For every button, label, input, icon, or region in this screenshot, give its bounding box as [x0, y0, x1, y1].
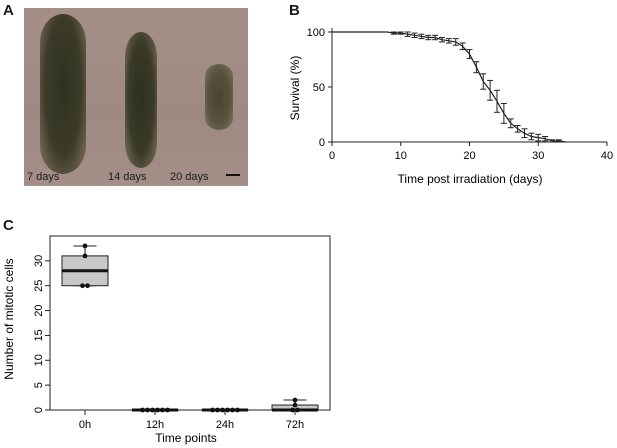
mitosis-data-point	[140, 407, 145, 413]
mitosis-y-tick-label: 30	[33, 255, 45, 267]
mitosis-y-axis-label: Number of mitotic cells	[2, 258, 16, 379]
mitosis-data-point	[80, 283, 85, 289]
mitosis-y-tick-label: 20	[33, 304, 45, 316]
worm-20-days	[205, 64, 233, 130]
mitosis-data-point	[292, 397, 298, 403]
mitosis-y-tick-label: 0	[33, 407, 45, 413]
mitosis-x-tick-label: 72h	[286, 419, 304, 431]
worm-7-days	[40, 14, 86, 174]
mitosis-y-tick-label: 10	[33, 354, 45, 366]
mitosis-data-point	[165, 407, 170, 413]
panel-letter-a: A	[3, 2, 14, 19]
mitosis-y-tick-label: 25	[33, 280, 45, 292]
panel-letter-b: B	[289, 2, 300, 19]
mitosis-data-point	[215, 407, 220, 413]
mitosis-x-axis-label: Time points	[155, 431, 217, 445]
mitosis-data-point	[225, 407, 230, 413]
mitosis-data-point	[150, 407, 155, 413]
survival-x-tick-label: 40	[601, 150, 613, 162]
mitosis-data-point	[82, 243, 88, 249]
mitosis-data-point	[85, 283, 90, 289]
panel-letter-c: C	[3, 217, 14, 234]
mitosis-y-tick-label: 5	[33, 382, 45, 388]
label-7-days: 7 days	[27, 171, 60, 183]
scale-bar	[226, 174, 240, 176]
survival-x-tick-label: 10	[395, 150, 407, 162]
mitotic-cells-chart: Number of mitotic cells Time points 0 5 10…	[2, 235, 331, 445]
survival-x-tick-label: 20	[463, 150, 475, 162]
survival-y-tick-label: 50	[313, 82, 325, 94]
mitosis-data-point	[210, 407, 215, 413]
mitosis-data-point	[290, 407, 295, 413]
mitosis-x-tick-label: 12h	[146, 419, 164, 431]
mitosis-data-point	[292, 402, 298, 408]
mitosis-data-point	[145, 407, 150, 413]
survival-y-axis-label: Survival (%)	[288, 56, 302, 121]
mitosis-data-point	[155, 407, 160, 413]
survival-chart: Survival (%) Time post irradiation (days…	[288, 27, 613, 186]
mitosis-y-tick-label: 15	[33, 329, 45, 341]
mitosis-data-point	[295, 407, 300, 413]
survival-x-axis-label: Time post irradiation (days)	[398, 172, 543, 186]
mitosis-data-point	[235, 407, 240, 413]
mitosis-data-point	[220, 407, 225, 413]
survival-y-tick-label: 100	[307, 27, 325, 39]
mitosis-x-tick-label: 0h	[79, 419, 91, 431]
survival-y-tick-label: 0	[319, 137, 325, 149]
mitosis-data-point	[82, 253, 88, 259]
survival-line	[332, 31, 566, 143]
label-14-days: 14 days	[108, 171, 147, 183]
mitosis-data-point	[160, 407, 165, 413]
survival-x-tick-label: 30	[532, 150, 544, 162]
mitosis-data-point	[230, 407, 235, 413]
survival-x-tick-label: 0	[329, 150, 335, 162]
mitosis-plot-frame	[49, 235, 331, 411]
mitosis-x-tick-label: 24h	[216, 419, 234, 431]
planarian-photo: 7 days 14 days 20 days	[24, 8, 248, 186]
worm-14-days	[125, 32, 157, 168]
label-20-days: 20 days	[170, 171, 209, 183]
